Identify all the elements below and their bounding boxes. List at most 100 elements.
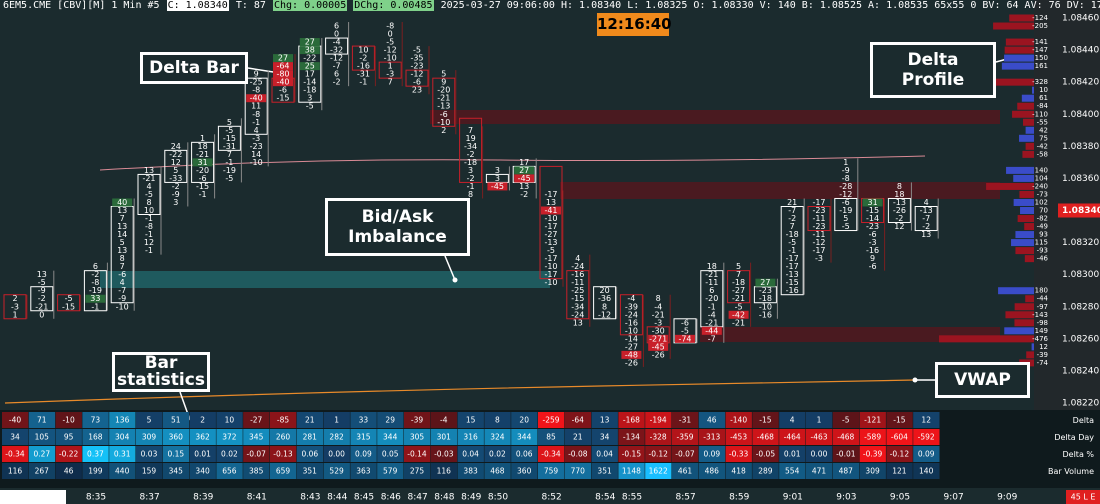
stat-value: 46 bbox=[64, 467, 74, 476]
arrow-dot bbox=[452, 277, 458, 283]
price-label: 1.08460 bbox=[1062, 14, 1099, 24]
stat-value: 304 bbox=[115, 433, 130, 442]
cell-delta: 8 bbox=[897, 182, 902, 191]
cell-delta: -14 bbox=[625, 334, 638, 343]
imbalance-cell bbox=[755, 278, 776, 287]
cell-delta: 4 bbox=[575, 254, 580, 263]
bar-body bbox=[485, 173, 509, 183]
cell-delta: -13 bbox=[786, 270, 799, 279]
stat-cell bbox=[618, 412, 645, 428]
cell-delta: -5 bbox=[386, 38, 394, 47]
cell-delta: 8 bbox=[120, 254, 125, 263]
stat-cell bbox=[377, 429, 404, 445]
stat-cell bbox=[725, 429, 752, 445]
stat-value: 0.01 bbox=[194, 450, 211, 459]
stat-value: 468 bbox=[490, 467, 505, 476]
profile-bar bbox=[968, 78, 1034, 86]
cell-delta: 25 bbox=[305, 62, 315, 71]
stat-cell bbox=[430, 412, 458, 428]
profile-bar bbox=[1004, 54, 1034, 62]
stat-value: -0.12 bbox=[890, 450, 910, 459]
cell-delta: 2 bbox=[441, 126, 446, 135]
stat-value: 0.05 bbox=[382, 450, 399, 459]
imbalance-zone bbox=[560, 182, 1000, 199]
profile-value: -84 bbox=[1037, 102, 1049, 110]
stat-cell bbox=[55, 463, 82, 479]
stat-label: Delta % bbox=[1063, 450, 1095, 459]
annotation: Delta Profile bbox=[870, 42, 996, 98]
cell-delta: -2 bbox=[359, 54, 367, 63]
profile-value: -82 bbox=[1037, 215, 1048, 223]
stat-value: 305 bbox=[410, 433, 425, 442]
stat-value: -0.14 bbox=[407, 450, 427, 459]
cell-delta: 7 bbox=[736, 270, 741, 279]
stat-value: -313 bbox=[703, 433, 720, 442]
annotation-text: Bid/Ask bbox=[361, 207, 434, 227]
stat-value: 316 bbox=[463, 433, 478, 442]
stat-value: 383 bbox=[463, 467, 478, 476]
imbalance-cell bbox=[648, 342, 669, 351]
annotation: Bid/Ask Imbalance bbox=[325, 198, 470, 256]
stat-cell bbox=[82, 412, 109, 428]
cell-delta: -1 bbox=[91, 302, 99, 311]
stat-value: 461 bbox=[678, 467, 693, 476]
cell-delta: -1 bbox=[708, 302, 716, 311]
cell-delta: -23 bbox=[410, 62, 423, 71]
cell-delta: -44 bbox=[705, 326, 718, 335]
cell-delta: 38 bbox=[305, 46, 315, 55]
time-label: 8:52 bbox=[541, 493, 561, 503]
cell-delta: -6 bbox=[199, 174, 207, 183]
cell-delta: 7 bbox=[468, 126, 473, 135]
stat-value: 0.04 bbox=[462, 450, 479, 459]
cell-delta: 4 bbox=[120, 278, 125, 287]
cell-delta: -1 bbox=[225, 158, 233, 167]
cell-delta: 9 bbox=[441, 78, 446, 87]
stat-cell bbox=[28, 429, 56, 445]
annotation-text: Delta bbox=[907, 50, 959, 70]
stat-cell bbox=[243, 429, 270, 445]
stat-value: 2 bbox=[200, 416, 205, 425]
cell-delta: 3 bbox=[495, 166, 500, 175]
vwap-line bbox=[4, 379, 916, 404]
profile-bar bbox=[1026, 351, 1034, 359]
stat-value: -0.07 bbox=[246, 450, 266, 459]
stat-cell bbox=[377, 463, 404, 479]
profile-bar bbox=[1024, 223, 1034, 231]
stat-cell bbox=[859, 446, 886, 462]
stat-value: 363 bbox=[356, 467, 371, 476]
time-label: 8:45 bbox=[354, 493, 374, 503]
stat-cell bbox=[538, 446, 565, 462]
profile-bar bbox=[1019, 134, 1034, 142]
stat-value: -168 bbox=[623, 416, 640, 425]
stat-value: -589 bbox=[864, 433, 881, 442]
cell-delta: -3 bbox=[252, 134, 260, 143]
stat-value: -15 bbox=[759, 416, 771, 425]
stat-value: 46 bbox=[707, 416, 717, 425]
imbalance-cell bbox=[299, 46, 320, 55]
stat-value: 281 bbox=[303, 433, 318, 442]
stat-value: 159 bbox=[142, 467, 157, 476]
price-label: 1.08360 bbox=[1062, 174, 1099, 184]
cell-delta: -18 bbox=[464, 158, 477, 167]
bar-body bbox=[30, 286, 54, 312]
imbalance-cell bbox=[299, 62, 320, 71]
cell-delta: 7 bbox=[120, 214, 125, 223]
cell-delta: 10 bbox=[144, 206, 154, 215]
cell-delta: 8 bbox=[656, 294, 661, 303]
stat-cell bbox=[28, 463, 56, 479]
imbalance-cell bbox=[85, 294, 106, 303]
cell-delta: -5 bbox=[145, 190, 153, 199]
imbalance-cell bbox=[675, 334, 695, 343]
stat-value: 301 bbox=[437, 433, 452, 442]
stat-value: -328 bbox=[650, 433, 667, 442]
time-label: 8:39 bbox=[193, 493, 213, 503]
annotation-text: Bar bbox=[144, 353, 178, 373]
price-label: 1.08240 bbox=[1062, 366, 1099, 376]
cell-delta: -1 bbox=[199, 190, 207, 199]
profile-bar bbox=[1021, 94, 1034, 102]
stat-cell bbox=[564, 429, 592, 445]
stat-value: 1 bbox=[334, 416, 339, 425]
stat-cell bbox=[913, 412, 940, 428]
profile-value: 70 bbox=[1039, 207, 1048, 215]
